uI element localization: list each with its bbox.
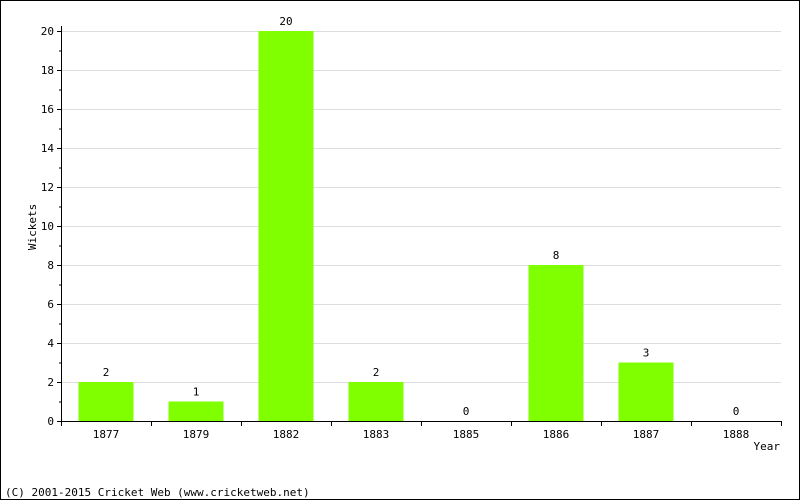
value-label-1888: 0 — [733, 405, 740, 418]
bars — [78, 31, 674, 421]
x-tick-label-1882: 1882 — [273, 428, 300, 441]
x-axis-title: Year — [754, 440, 781, 453]
x-tick-label-1888: 1888 — [723, 428, 750, 441]
y-tick-label: 18 — [41, 64, 54, 77]
bar-1883 — [348, 382, 404, 421]
y-tick-label: 16 — [41, 103, 54, 116]
y-tick-label: 20 — [41, 25, 54, 38]
x-tick-label-1877: 1877 — [93, 428, 120, 441]
value-label-1877: 2 — [103, 366, 110, 379]
x-tick-label-1886: 1886 — [543, 428, 570, 441]
bar-1882 — [258, 31, 314, 421]
x-tick-label-1885: 1885 — [453, 428, 480, 441]
x-tick-label-1879: 1879 — [183, 428, 210, 441]
bar-1887 — [618, 362, 674, 421]
value-label-1883: 2 — [373, 366, 380, 379]
y-tick-label: 10 — [41, 220, 54, 233]
bar-1886 — [528, 265, 584, 421]
bar-1877 — [78, 382, 134, 421]
y-tick-label: 14 — [41, 142, 55, 155]
value-label-1882: 20 — [279, 15, 292, 28]
y-tick-label: 0 — [47, 415, 54, 428]
y-axis-title: Wickets — [26, 204, 39, 250]
x-tick-label-1883: 1883 — [363, 428, 390, 441]
y-tick-label: 2 — [47, 376, 54, 389]
y-tick-label: 6 — [47, 298, 54, 311]
value-label-1887: 3 — [643, 347, 650, 360]
y-tick-label: 8 — [47, 259, 54, 272]
bar-1879 — [168, 401, 224, 421]
y-tick-label: 12 — [41, 181, 54, 194]
gridlines — [61, 31, 781, 383]
value-label-1886: 8 — [553, 249, 560, 262]
y-tick-label: 4 — [47, 337, 54, 350]
value-label-1879: 1 — [193, 386, 200, 399]
value-label-1885: 0 — [463, 405, 470, 418]
copyright-notice: (C) 2001-2015 Cricket Web (www.cricketwe… — [5, 486, 310, 499]
x-tick-label-1887: 1887 — [633, 428, 660, 441]
